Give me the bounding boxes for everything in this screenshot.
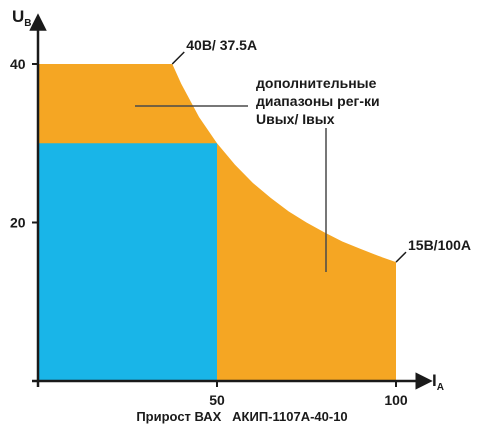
- chart-title: Прирост ВАХ АКИП-1107А-40-10: [136, 409, 347, 424]
- x-tick-label-50: 50: [209, 392, 225, 408]
- corner-top-label: 40В/ 37.5А: [186, 37, 257, 53]
- corner-right-label: 15В/100А: [408, 237, 471, 253]
- y-axis-label-subscript: B: [24, 18, 31, 29]
- y-tick-label-20: 20: [10, 215, 26, 231]
- y-axis-label: UB: [12, 7, 32, 29]
- extra-ranges-label-line-2: диапазоны рег-ки: [256, 93, 380, 109]
- axis-ticks: 50 100 20 40: [10, 56, 408, 408]
- x-axis-label-subscript: A: [437, 382, 444, 393]
- extra-ranges-label-line-3: Uвых/ Iвых: [256, 111, 335, 127]
- y-tick-label-40: 40: [10, 56, 26, 72]
- x-axis-label: IA: [432, 371, 444, 393]
- extra-ranges-label: дополнительные диапазоны рег-ки Uвых/ Iв…: [256, 75, 384, 127]
- extra-ranges-label-line-1: дополнительные: [256, 75, 377, 91]
- base-range-area: [38, 143, 217, 381]
- x-tick-label-100: 100: [384, 392, 408, 408]
- corner-top-leader-line: [171, 51, 185, 65]
- corner-right-leader-line: [395, 251, 407, 263]
